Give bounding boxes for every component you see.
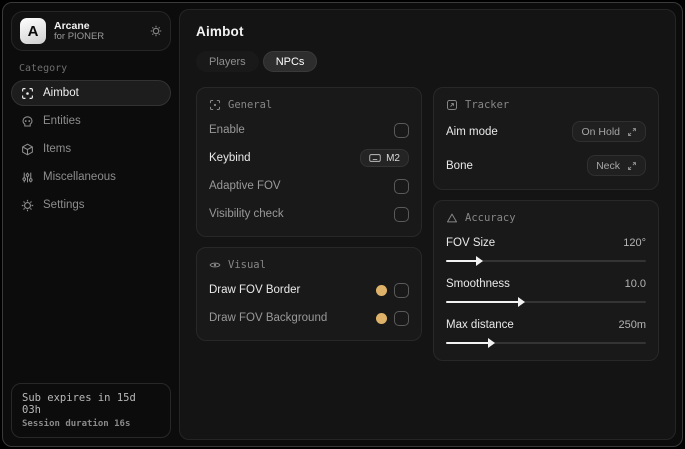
tab-players[interactable]: Players xyxy=(196,51,259,72)
slider-fill xyxy=(446,260,478,262)
row-label: Draw FOV Background xyxy=(209,312,328,324)
sidebar-item-label: Aimbot xyxy=(43,87,79,99)
visibility-check-checkbox[interactable] xyxy=(394,206,409,222)
row-label: Aim mode xyxy=(446,125,498,138)
category-label: Category xyxy=(19,63,68,74)
slider-thumb[interactable] xyxy=(518,297,525,307)
skull-icon xyxy=(21,115,34,128)
crosshair-scan-icon xyxy=(209,99,221,111)
tracker-panel: Tracker Aim mode On Hold xyxy=(433,87,659,190)
frame-arrow-icon xyxy=(446,99,458,111)
keybind-value: M2 xyxy=(386,152,400,164)
slider-thumb[interactable] xyxy=(476,256,483,266)
row-label: Max distance xyxy=(446,319,514,331)
expand-icon xyxy=(627,127,637,137)
aim-mode-select[interactable]: On Hold xyxy=(572,121,646,142)
smoothness-value: 10.0 xyxy=(624,278,646,290)
main-content: Aimbot Players NPCs General xyxy=(179,9,676,440)
sidebar-item-label: Entities xyxy=(43,115,81,127)
session-duration-text: Session duration 16s xyxy=(22,419,131,429)
slider-track xyxy=(446,342,646,344)
sidebar-item-miscellaneous[interactable]: Miscellaneous xyxy=(11,164,171,190)
eye-icon xyxy=(209,259,221,271)
row-label: Draw FOV Border xyxy=(209,284,301,296)
fov-size-slider[interactable] xyxy=(446,256,646,266)
sidebar-item-label: Settings xyxy=(43,199,85,211)
brand-card: A Arcane for PIONER xyxy=(11,11,171,51)
sub-expires-text: Sub expires in 15d 03h xyxy=(22,392,136,416)
fov-size-value: 120° xyxy=(623,237,646,249)
enable-checkbox[interactable] xyxy=(394,122,409,138)
sliders-icon xyxy=(21,171,34,184)
app-name: Arcane xyxy=(54,19,90,32)
sidebar: A Arcane for PIONER Category Aimbot xyxy=(3,3,179,446)
smoothness-slider[interactable] xyxy=(446,297,646,307)
accuracy-panel: Accuracy FOV Size 120° xyxy=(433,200,659,361)
row-label: Smoothness xyxy=(446,278,510,290)
sidebar-item-entities[interactable]: Entities xyxy=(11,108,171,134)
max-distance-slider[interactable] xyxy=(446,338,646,348)
panel-title: General xyxy=(228,99,273,111)
aim-mode-value: On Hold xyxy=(581,125,620,138)
slider-track xyxy=(446,301,646,303)
keybind-button[interactable]: M2 xyxy=(360,149,409,167)
slider-track xyxy=(446,260,646,262)
gear-icon[interactable] xyxy=(150,25,162,37)
draw-fov-border-checkbox[interactable] xyxy=(394,282,409,298)
target-tabs: Players NPCs xyxy=(196,51,659,72)
fov-background-color-swatch[interactable] xyxy=(376,312,387,324)
row-label: FOV Size xyxy=(446,237,496,249)
sidebar-item-label: Items xyxy=(43,143,72,155)
subscription-info-card: Sub expires in 15d 03h Session duration … xyxy=(11,383,171,438)
cube-icon xyxy=(21,143,34,156)
general-panel: General Enable Keybind xyxy=(196,87,422,237)
sidebar-item-label: Miscellaneous xyxy=(43,171,116,183)
row-label: Enable xyxy=(209,124,245,136)
gear-icon xyxy=(21,199,34,212)
sidebar-item-settings[interactable]: Settings xyxy=(11,192,171,218)
sidebar-item-aimbot[interactable]: Aimbot xyxy=(11,80,171,106)
max-distance-value: 250m xyxy=(618,319,646,331)
row-label: Visibility check xyxy=(209,208,284,220)
expand-icon xyxy=(627,161,637,171)
draw-fov-background-checkbox[interactable] xyxy=(394,310,409,326)
page-title: Aimbot xyxy=(196,24,244,39)
bone-value: Neck xyxy=(596,159,620,172)
panel-title: Accuracy xyxy=(465,212,516,224)
triangle-icon xyxy=(446,212,458,224)
app-subtitle: for PIONER xyxy=(54,30,105,42)
row-label: Keybind xyxy=(209,152,251,164)
bone-select[interactable]: Neck xyxy=(587,155,646,176)
crosshair-scan-icon xyxy=(21,87,34,100)
slider-fill xyxy=(446,342,490,344)
visual-panel: Visual Draw FOV Border Draw FOV Backgrou… xyxy=(196,247,422,341)
sidebar-item-items[interactable]: Items xyxy=(11,136,171,162)
panel-title: Tracker xyxy=(465,99,510,111)
panel-title: Visual xyxy=(228,259,266,271)
slider-fill xyxy=(446,301,520,303)
slider-thumb[interactable] xyxy=(488,338,495,348)
app-logo: A xyxy=(20,18,46,44)
row-label: Bone xyxy=(446,159,473,172)
row-label: Adaptive FOV xyxy=(209,180,281,192)
tab-npcs[interactable]: NPCs xyxy=(262,51,318,72)
fov-border-color-swatch[interactable] xyxy=(376,284,387,296)
adaptive-fov-checkbox[interactable] xyxy=(394,178,409,194)
keyboard-icon xyxy=(369,153,381,163)
